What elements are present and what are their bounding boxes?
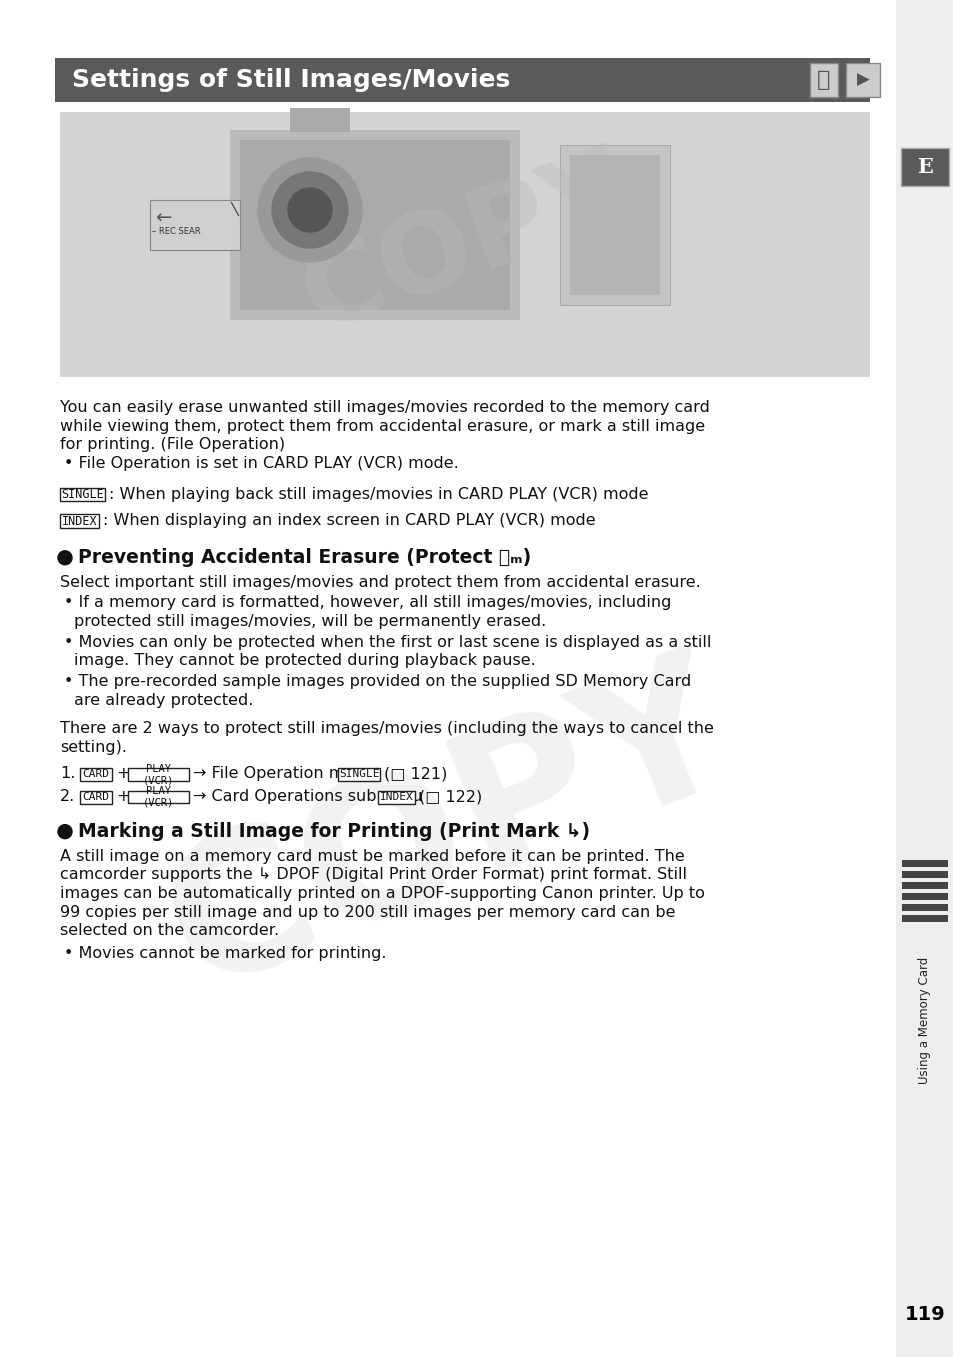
Text: PLAY
(VCR): PLAY (VCR) bbox=[143, 786, 173, 807]
Bar bbox=[240, 140, 510, 309]
Text: image. They cannot be protected during playback pause.: image. They cannot be protected during p… bbox=[74, 653, 536, 668]
Bar bbox=[809, 62, 837, 96]
Text: while viewing them, protect them from accidental erasure, or mark a still image: while viewing them, protect them from ac… bbox=[60, 418, 704, 434]
Text: are already protected.: are already protected. bbox=[74, 692, 253, 707]
Text: • File Operation is set in CARD PLAY (VCR) mode.: • File Operation is set in CARD PLAY (VC… bbox=[64, 456, 458, 471]
Bar bbox=[128, 791, 189, 803]
Text: : When displaying an index screen in CARD PLAY (VCR) mode: : When displaying an index screen in CAR… bbox=[103, 513, 595, 528]
Bar bbox=[569, 155, 659, 294]
Text: setting).: setting). bbox=[60, 740, 127, 754]
Bar bbox=[55, 58, 869, 102]
Text: : When playing back still images/movies in CARD PLAY (VCR) mode: : When playing back still images/movies … bbox=[109, 487, 647, 502]
Text: Select important still images/movies and protect them from accidental erasure.: Select important still images/movies and… bbox=[60, 575, 700, 590]
Text: camcorder supports the ↳ DPOF (Digital Print Order Format) print format. Still: camcorder supports the ↳ DPOF (Digital P… bbox=[60, 867, 686, 882]
Text: PLAY
(VCR): PLAY (VCR) bbox=[143, 764, 173, 786]
Bar bbox=[80, 791, 112, 803]
Bar bbox=[901, 871, 947, 878]
Text: • Movies can only be protected when the first or last scene is displayed as a st: • Movies can only be protected when the … bbox=[64, 635, 711, 650]
Text: • Movies cannot be marked for printing.: • Movies cannot be marked for printing. bbox=[64, 946, 386, 961]
Text: E: E bbox=[916, 157, 932, 176]
Text: You can easily erase unwanted still images/movies recorded to the memory card: You can easily erase unwanted still imag… bbox=[60, 400, 709, 415]
Text: → Card Operations submenu: → Card Operations submenu bbox=[193, 788, 422, 805]
Text: +: + bbox=[115, 788, 129, 805]
Circle shape bbox=[257, 157, 361, 262]
Bar bbox=[900, 148, 948, 186]
Text: COPY: COPY bbox=[288, 137, 641, 353]
Text: CARD: CARD bbox=[82, 792, 110, 802]
Bar bbox=[377, 791, 415, 803]
Text: There are 2 ways to protect still images/movies (including the ways to cancel th: There are 2 ways to protect still images… bbox=[60, 721, 713, 735]
Text: • The pre-recorded sample images provided on the supplied SD Memory Card: • The pre-recorded sample images provide… bbox=[64, 674, 691, 689]
Text: (□ 122): (□ 122) bbox=[418, 788, 481, 805]
Text: Using a Memory Card: Using a Memory Card bbox=[918, 957, 930, 1084]
Text: INDEX: INDEX bbox=[379, 792, 413, 802]
Text: • If a memory card is formatted, however, all still images/movies, including: • If a memory card is formatted, however… bbox=[64, 596, 671, 611]
Text: 99 copies per still image and up to 200 still images per memory card can be: 99 copies per still image and up to 200 … bbox=[60, 905, 675, 920]
Bar bbox=[895, 0, 953, 1357]
Text: SINGLE: SINGLE bbox=[61, 489, 104, 501]
Bar bbox=[559, 145, 669, 305]
Bar bbox=[80, 768, 112, 780]
Bar bbox=[901, 915, 947, 921]
Text: ▶: ▶ bbox=[856, 71, 868, 90]
Circle shape bbox=[58, 551, 71, 565]
Bar bbox=[290, 109, 350, 132]
Text: selected on the camcorder.: selected on the camcorder. bbox=[60, 923, 279, 938]
Bar bbox=[845, 62, 879, 96]
Bar bbox=[230, 130, 519, 320]
Text: (□ 121): (□ 121) bbox=[384, 767, 447, 782]
Text: Preventing Accidental Erasure (Protect ޢₘ): Preventing Accidental Erasure (Protect ޢ… bbox=[78, 548, 531, 567]
Text: +: + bbox=[115, 767, 129, 782]
Text: INDEX: INDEX bbox=[62, 514, 97, 528]
Text: CARD: CARD bbox=[82, 769, 110, 779]
Circle shape bbox=[272, 172, 348, 248]
Circle shape bbox=[58, 825, 71, 839]
Text: Marking a Still Image for Printing (Print Mark ↳): Marking a Still Image for Printing (Prin… bbox=[78, 821, 590, 840]
Bar bbox=[901, 882, 947, 889]
Text: protected still images/movies, will be permanently erased.: protected still images/movies, will be p… bbox=[74, 613, 546, 630]
Text: ←: ← bbox=[154, 209, 172, 228]
Text: Settings of Still Images/Movies: Settings of Still Images/Movies bbox=[71, 68, 510, 92]
Bar bbox=[337, 768, 380, 780]
Bar bbox=[901, 860, 947, 867]
Bar bbox=[901, 904, 947, 911]
Text: 1.: 1. bbox=[60, 767, 75, 782]
Text: → File Operation menu: → File Operation menu bbox=[193, 767, 375, 782]
Bar bbox=[901, 893, 947, 900]
Text: for printing. (File Operation): for printing. (File Operation) bbox=[60, 437, 285, 452]
Bar bbox=[128, 768, 189, 780]
Text: A still image on a memory card must be marked before it can be printed. The: A still image on a memory card must be m… bbox=[60, 848, 684, 863]
Text: – REC SEAR: – REC SEAR bbox=[152, 228, 200, 236]
Text: SINGLE: SINGLE bbox=[338, 769, 379, 779]
Text: COPY: COPY bbox=[140, 632, 759, 1029]
Bar bbox=[60, 113, 869, 377]
Text: images can be automatically printed on a DPOF-supporting Canon printer. Up to: images can be automatically printed on a… bbox=[60, 886, 704, 901]
Text: ⎙: ⎙ bbox=[817, 71, 830, 90]
Bar bbox=[60, 514, 99, 528]
Text: 119: 119 bbox=[903, 1305, 944, 1324]
Circle shape bbox=[288, 189, 332, 232]
Text: 2.: 2. bbox=[60, 788, 75, 805]
Bar bbox=[60, 487, 105, 501]
Bar bbox=[150, 199, 240, 250]
